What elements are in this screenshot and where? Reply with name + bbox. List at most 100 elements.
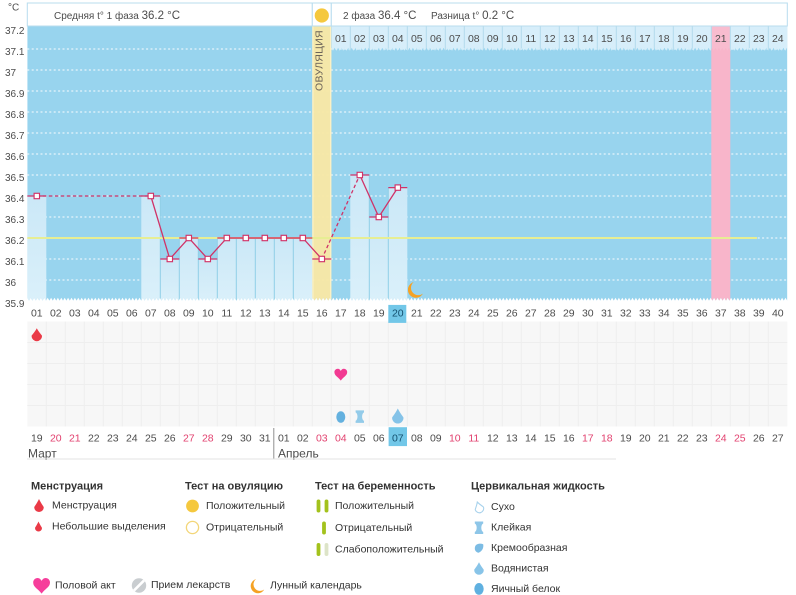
svg-text:28: 28 [544,308,556,320]
svg-text:03: 03 [316,433,328,445]
svg-text:01: 01 [335,33,347,45]
svg-text:01: 01 [278,433,290,445]
svg-text:36: 36 [696,308,708,320]
svg-text:23: 23 [449,308,461,320]
svg-text:20: 20 [639,433,651,445]
svg-text:11: 11 [221,308,232,320]
svg-text:27: 27 [183,433,195,445]
svg-text:26: 26 [164,433,176,445]
svg-text:24: 24 [715,433,727,445]
svg-text:22: 22 [430,308,442,320]
svg-text:14: 14 [278,308,290,320]
svg-text:27: 27 [772,433,784,445]
svg-text:02: 02 [297,433,309,445]
svg-text:26: 26 [753,433,765,445]
svg-text:18: 18 [658,33,670,45]
svg-text:40: 40 [772,308,784,320]
svg-text:11: 11 [468,433,479,445]
svg-text:22: 22 [677,433,689,445]
svg-text:31: 31 [601,308,613,320]
svg-text:Менструация: Менструация [52,499,117,511]
svg-text:37: 37 [715,308,727,320]
svg-text:21: 21 [411,308,423,320]
svg-text:08: 08 [164,308,176,320]
svg-text:31: 31 [259,433,271,445]
svg-text:06: 06 [126,308,138,320]
svg-text:35: 35 [677,308,689,320]
svg-text:Отрицательный: Отрицательный [206,521,283,533]
svg-text:04: 04 [88,308,100,320]
svg-text:06: 06 [430,33,442,45]
svg-text:07: 07 [145,308,157,320]
svg-text:17: 17 [335,308,347,320]
svg-text:36.3: 36.3 [5,215,25,226]
svg-text:36: 36 [5,278,17,289]
svg-text:19: 19 [620,433,632,445]
svg-text:35.9: 35.9 [5,299,25,310]
svg-text:37: 37 [5,68,17,79]
svg-text:25: 25 [145,433,157,445]
svg-text:15: 15 [601,33,613,45]
svg-text:Слабоположительный: Слабоположительный [335,543,444,555]
svg-text:03: 03 [373,33,385,45]
svg-text:22: 22 [734,33,746,45]
svg-text:Клейкая: Клейкая [491,522,531,534]
svg-text:34: 34 [658,308,670,320]
svg-text:30: 30 [240,433,252,445]
svg-text:08: 08 [468,33,480,45]
svg-text:23: 23 [696,433,708,445]
svg-text:Разница t° 0.2 °C: Разница t° 0.2 °C [431,10,514,22]
svg-text:37.1: 37.1 [5,47,25,58]
svg-text:Сухо: Сухо [491,501,515,513]
svg-text:17: 17 [582,433,594,445]
svg-text:37.2: 37.2 [5,26,25,37]
svg-text:23: 23 [107,433,119,445]
svg-text:02: 02 [50,308,62,320]
svg-text:Март: Март [28,447,57,461]
svg-text:Положительный: Положительный [335,500,414,512]
svg-text:03: 03 [69,308,81,320]
svg-text:Положительный: Положительный [206,500,285,512]
svg-text:14: 14 [525,433,537,445]
svg-text:07: 07 [392,433,404,445]
svg-text:Тест на овуляцию: Тест на овуляцию [185,481,283,493]
svg-text:22: 22 [88,433,100,445]
svg-text:09: 09 [183,308,195,320]
svg-text:Водянистая: Водянистая [491,562,549,574]
svg-text:Тест на беременность: Тест на беременность [315,481,436,493]
svg-text:20: 20 [696,33,708,45]
svg-text:05: 05 [354,433,366,445]
svg-text:06: 06 [373,433,385,445]
svg-text:29: 29 [563,308,575,320]
svg-text:02: 02 [354,33,366,45]
svg-text:19: 19 [31,433,43,445]
svg-text:36.1: 36.1 [5,257,25,268]
svg-text:18: 18 [354,308,366,320]
svg-text:25: 25 [487,308,499,320]
svg-text:33: 33 [639,308,651,320]
svg-text:21: 21 [715,33,727,45]
svg-text:04: 04 [335,433,347,445]
svg-text:09: 09 [430,433,442,445]
svg-text:12: 12 [240,308,252,320]
svg-text:20: 20 [392,308,404,320]
svg-text:30: 30 [582,308,594,320]
svg-text:39: 39 [753,308,765,320]
svg-text:11: 11 [525,33,536,45]
svg-text:15: 15 [544,433,556,445]
svg-text:10: 10 [506,33,518,45]
svg-text:36.7: 36.7 [5,131,25,142]
svg-text:16: 16 [316,308,328,320]
svg-text:21: 21 [658,433,670,445]
svg-text:21: 21 [69,433,81,445]
svg-text:Апрель: Апрель [278,447,319,461]
svg-text:Небольшие выделения: Небольшие выделения [52,520,166,532]
svg-text:36.6: 36.6 [5,152,25,163]
svg-text:36.9: 36.9 [5,89,25,100]
svg-text:25: 25 [734,433,746,445]
svg-text:Яичный белок: Яичный белок [491,583,561,595]
svg-text:14: 14 [582,33,594,45]
svg-text:Кремообразная: Кремообразная [491,542,567,554]
svg-text:07: 07 [449,33,461,45]
svg-text:23: 23 [753,33,765,45]
